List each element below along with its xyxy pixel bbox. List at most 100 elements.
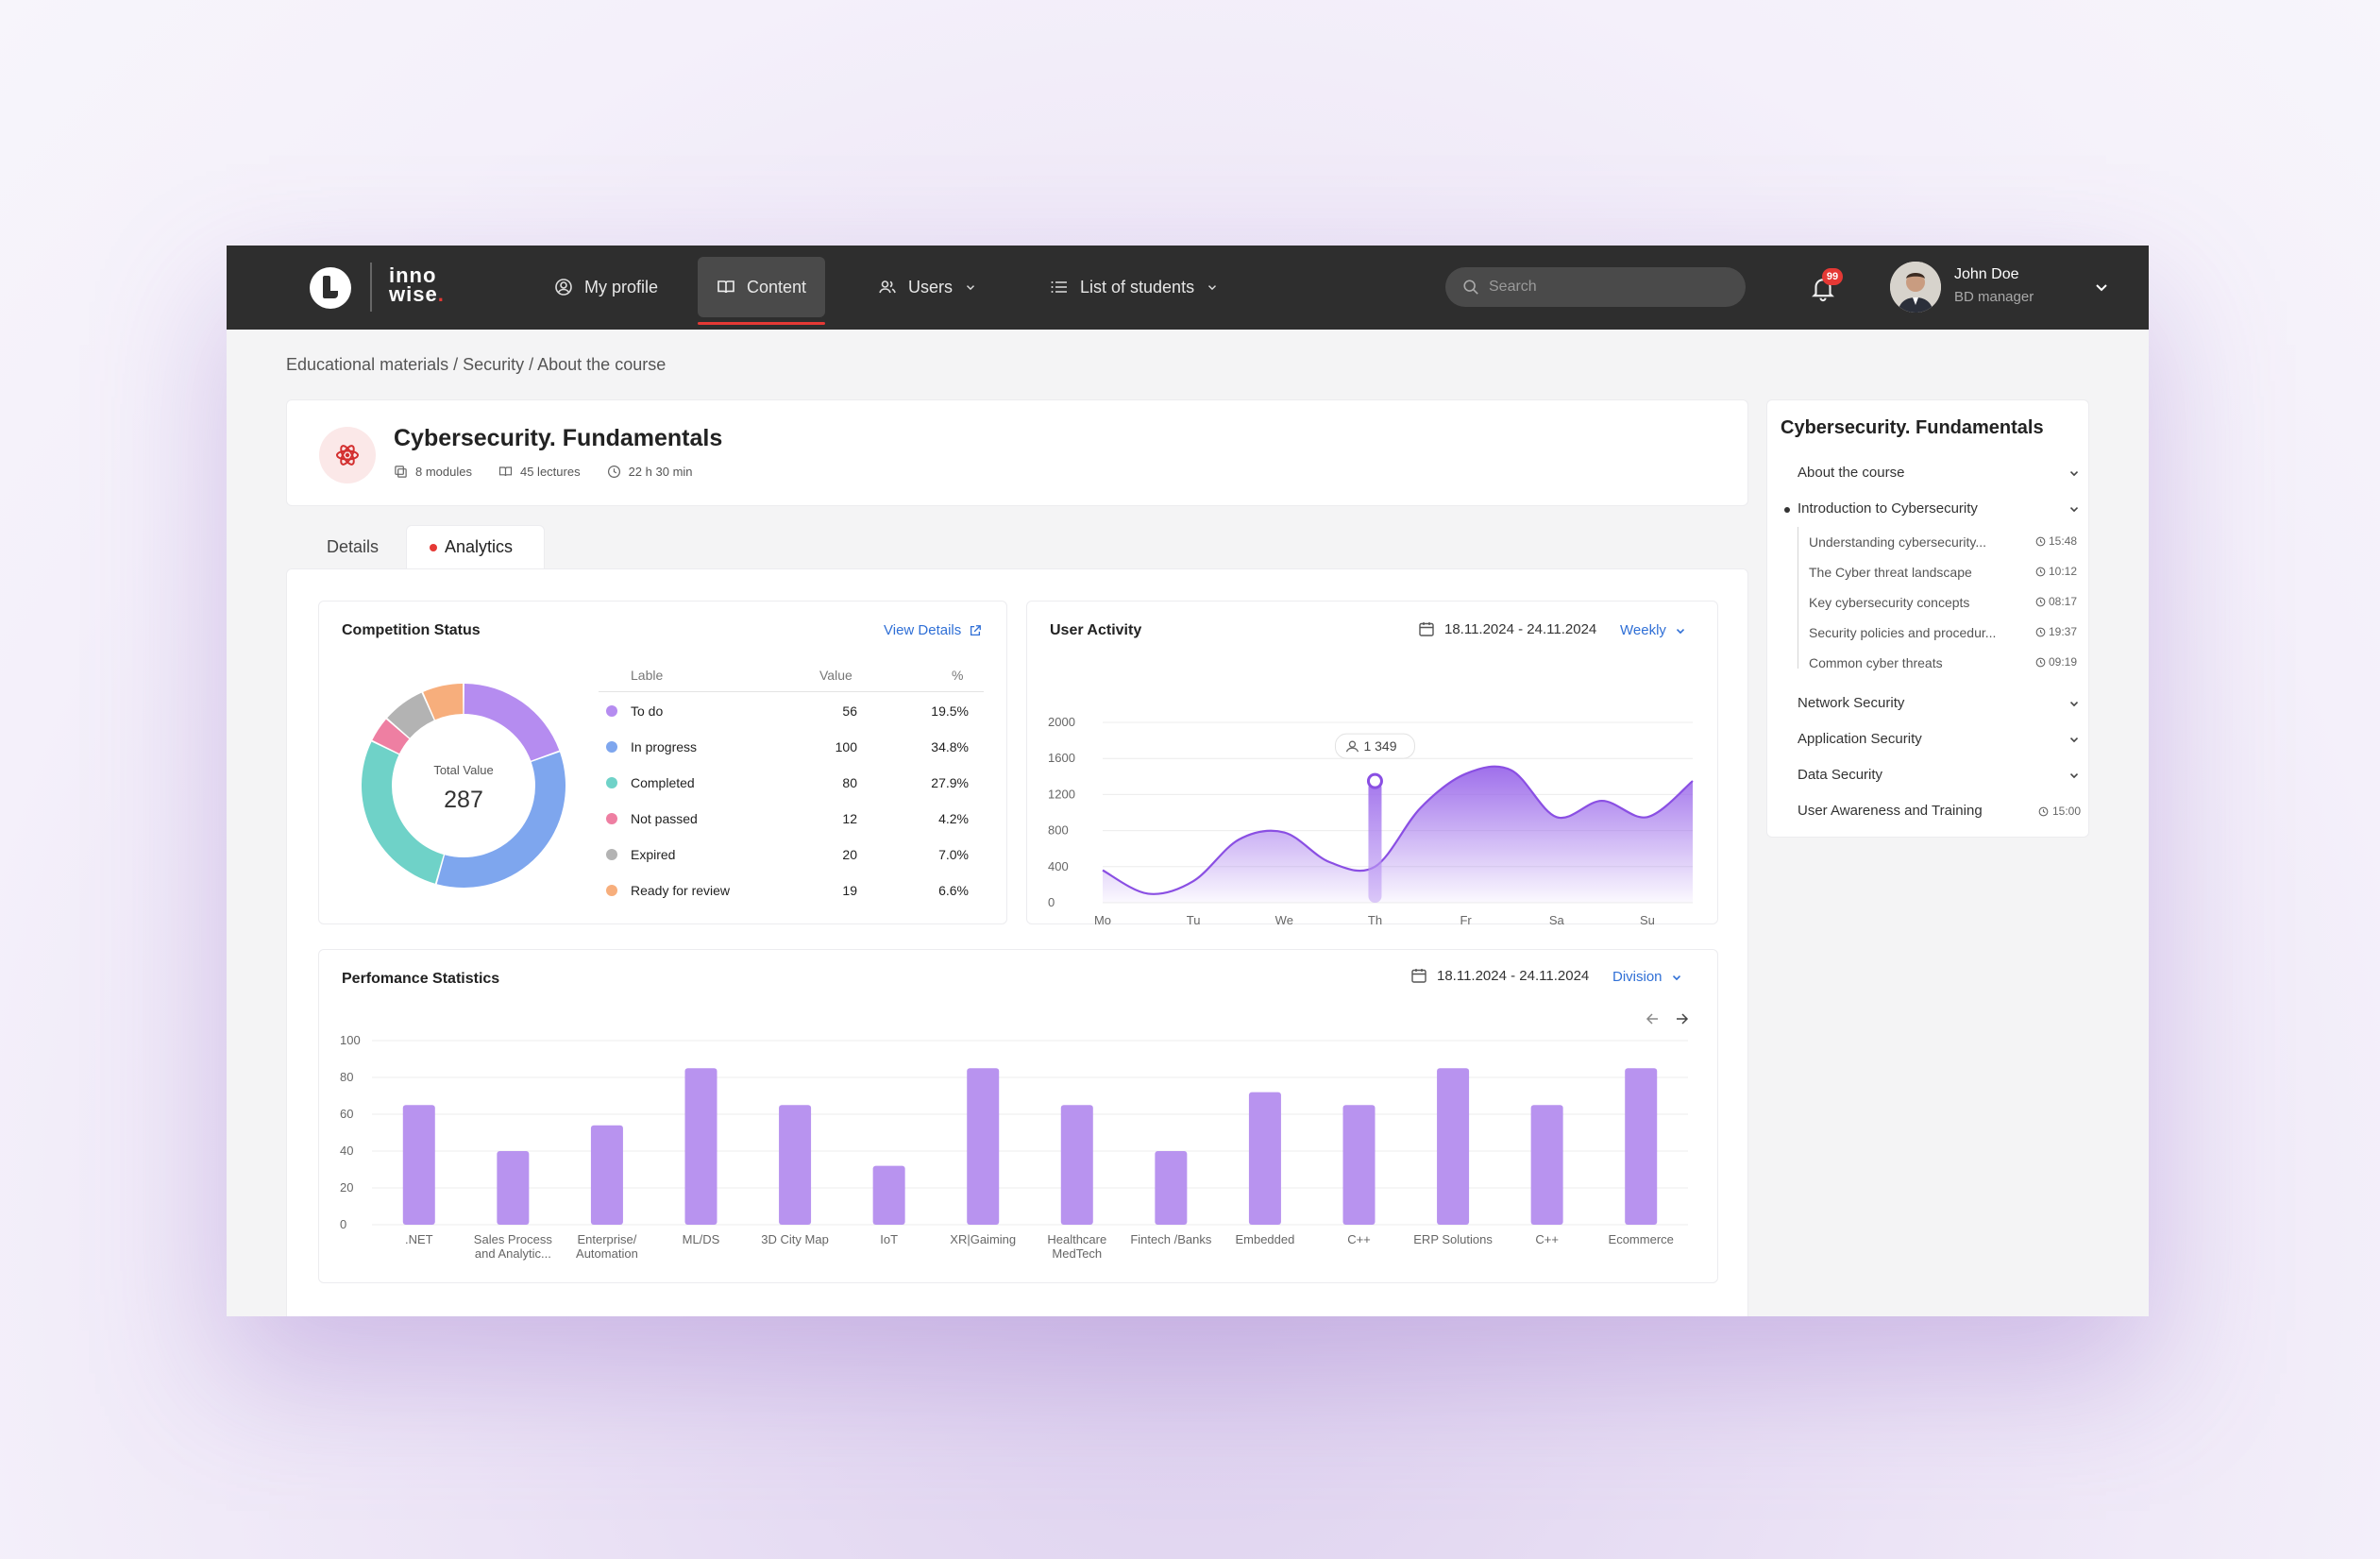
sidebar-section-awareness[interactable]: User Awareness and Training 15:00 [1798, 803, 2081, 822]
x-tick-label: Embedded [1235, 1232, 1294, 1246]
tab-details[interactable]: Details [304, 525, 401, 568]
performance-date-text: 18.11.2024 - 24.11.2024 [1437, 967, 1590, 984]
activity-tooltip: 1 349 [1334, 733, 1415, 759]
bar-2[interactable] [590, 1125, 623, 1225]
list-icon [1051, 281, 1067, 293]
bar-9[interactable] [1248, 1092, 1281, 1225]
chevron-down-icon [1672, 974, 1680, 980]
chevron-down-icon [2069, 507, 2079, 513]
brand-logo-text[interactable]: inno wise. [389, 263, 455, 306]
nav-my-profile-label: My profile [584, 277, 659, 297]
avatar[interactable] [1890, 262, 1941, 313]
chevron-down-icon[interactable] [2092, 278, 2111, 297]
performance-group-select[interactable]: Division [1612, 969, 1683, 985]
legend-swatch [606, 885, 617, 896]
chevron-down-icon [2069, 471, 2079, 477]
arrow-left-icon[interactable] [1645, 1010, 1662, 1027]
sidebar-section-data[interactable]: Data Security [1798, 767, 2081, 786]
legend-swatch [606, 777, 617, 788]
sidebar-section-intro[interactable]: Introduction to Cybersecurity [1798, 500, 2081, 519]
lesson-item[interactable]: Understanding cybersecurity... 15:48 [1809, 534, 2077, 551]
page-title: Cybersecurity. Fundamentals [394, 425, 723, 451]
activity-date-text: 18.11.2024 - 24.11.2024 [1444, 620, 1597, 637]
course-outline-sidebar: Cybersecurity. Fundamentals About the co… [1766, 399, 2089, 838]
tab-analytics-label: Analytics [445, 537, 514, 556]
sidebar-section-about[interactable]: About the course [1798, 465, 2081, 483]
nav-content-label: Content [747, 277, 807, 297]
current-section-dot [1784, 507, 1790, 513]
highlight-point[interactable] [1366, 772, 1383, 789]
brand-line-2-text: wise [389, 282, 438, 306]
donut-chart: Total Value 287 [362, 684, 565, 888]
x-tick-label: IoT [880, 1232, 898, 1246]
user-role: BD manager [1954, 289, 2034, 305]
col-header-value: Value [819, 668, 852, 683]
bar-0[interactable] [402, 1105, 435, 1225]
performance-group-label: Division [1612, 969, 1663, 985]
activity-period-select[interactable]: Weekly [1620, 622, 1687, 638]
user-circle-icon [555, 279, 572, 296]
bar-4[interactable] [779, 1105, 812, 1225]
lesson-title: Security policies and procedur... [1809, 625, 1997, 640]
chevron-down-icon [1676, 628, 1684, 634]
sidebar-section-network[interactable]: Network Security [1798, 695, 2081, 714]
chevron-down-icon [2069, 773, 2079, 779]
performance-date-range[interactable]: 18.11.2024 - 24.11.2024 [1410, 967, 1589, 984]
donut-slice-ready-for-review[interactable] [423, 684, 464, 720]
bar-3[interactable] [684, 1068, 717, 1225]
modules-text: 8 modules [415, 465, 472, 479]
top-navigation-bar: inno wise. My profile Content Users List… [227, 246, 2149, 330]
users-icon [879, 280, 896, 294]
bar-5[interactable] [872, 1165, 905, 1225]
section-duration-text: 15:00 [2051, 805, 2081, 818]
nav-list-of-students[interactable]: List of students [1031, 257, 1238, 317]
tab-analytics[interactable]: Analytics [406, 525, 545, 568]
breadcrumb[interactable]: Educational materials / Security / About… [286, 355, 667, 374]
donut-slice-not-passed[interactable] [372, 719, 410, 754]
status-label-text: Completed [631, 775, 695, 790]
bar-8[interactable] [1155, 1151, 1188, 1225]
y-tick-label: 1600 [1048, 751, 1075, 765]
modules-count: 8 modules [394, 465, 472, 479]
highlight-bar[interactable] [1368, 781, 1382, 903]
donut-slice-completed[interactable] [362, 741, 444, 884]
lesson-item[interactable]: Key cybersecurity concepts 08:17 [1809, 595, 2077, 612]
sidebar-section-label: Introduction to Cybersecurity [1798, 500, 1978, 517]
logo-icon[interactable] [310, 267, 351, 309]
nav-my-profile[interactable]: My profile [535, 257, 677, 317]
clock-icon [2038, 806, 2049, 816]
bar-13[interactable] [1625, 1068, 1658, 1225]
brand-line-1: inno [389, 263, 437, 287]
nav-users[interactable]: Users [859, 257, 996, 317]
status-row-value: 19 [842, 883, 857, 898]
lesson-item[interactable]: Security policies and procedur... 19:37 [1809, 625, 2077, 642]
bar-7[interactable] [1060, 1105, 1093, 1225]
bar-1[interactable] [497, 1151, 530, 1225]
arrow-right-icon[interactable] [1673, 1010, 1690, 1027]
bar-11[interactable] [1437, 1068, 1470, 1225]
user-name[interactable]: John Doe [1954, 266, 2019, 282]
competition-status-title: Competition Status [342, 622, 481, 638]
status-row-percent: 19.5% [931, 703, 969, 719]
atom-icon [336, 445, 359, 466]
nav-list-of-students-label: List of students [1080, 277, 1195, 297]
y-tick-label: 0 [340, 1217, 346, 1231]
sidebar-section-application[interactable]: Application Security [1798, 731, 2081, 750]
bar-10[interactable] [1342, 1105, 1376, 1225]
bar-12[interactable] [1530, 1105, 1563, 1225]
lesson-duration: 08:17 [2035, 595, 2077, 608]
donut-slice-in-progress[interactable] [436, 752, 565, 888]
status-row-percent: 27.9% [931, 775, 969, 790]
view-details-link[interactable]: View Details [884, 622, 982, 638]
status-row-value: 20 [842, 847, 857, 862]
nav-content[interactable]: Content [698, 257, 826, 325]
donut-slice-expired[interactable] [387, 692, 434, 738]
search-box[interactable] [1445, 267, 1746, 307]
activity-date-range[interactable]: 18.11.2024 - 24.11.2024 [1418, 620, 1596, 637]
search-input[interactable] [1489, 279, 1715, 296]
lesson-item[interactable]: Common cyber threats 09:19 [1809, 655, 2077, 672]
status-row-label: In progress [606, 739, 697, 754]
bar-6[interactable] [967, 1068, 1000, 1225]
lesson-item[interactable]: The Cyber threat landscape 10:12 [1809, 565, 2077, 582]
donut-slice-to-do[interactable] [464, 684, 560, 761]
